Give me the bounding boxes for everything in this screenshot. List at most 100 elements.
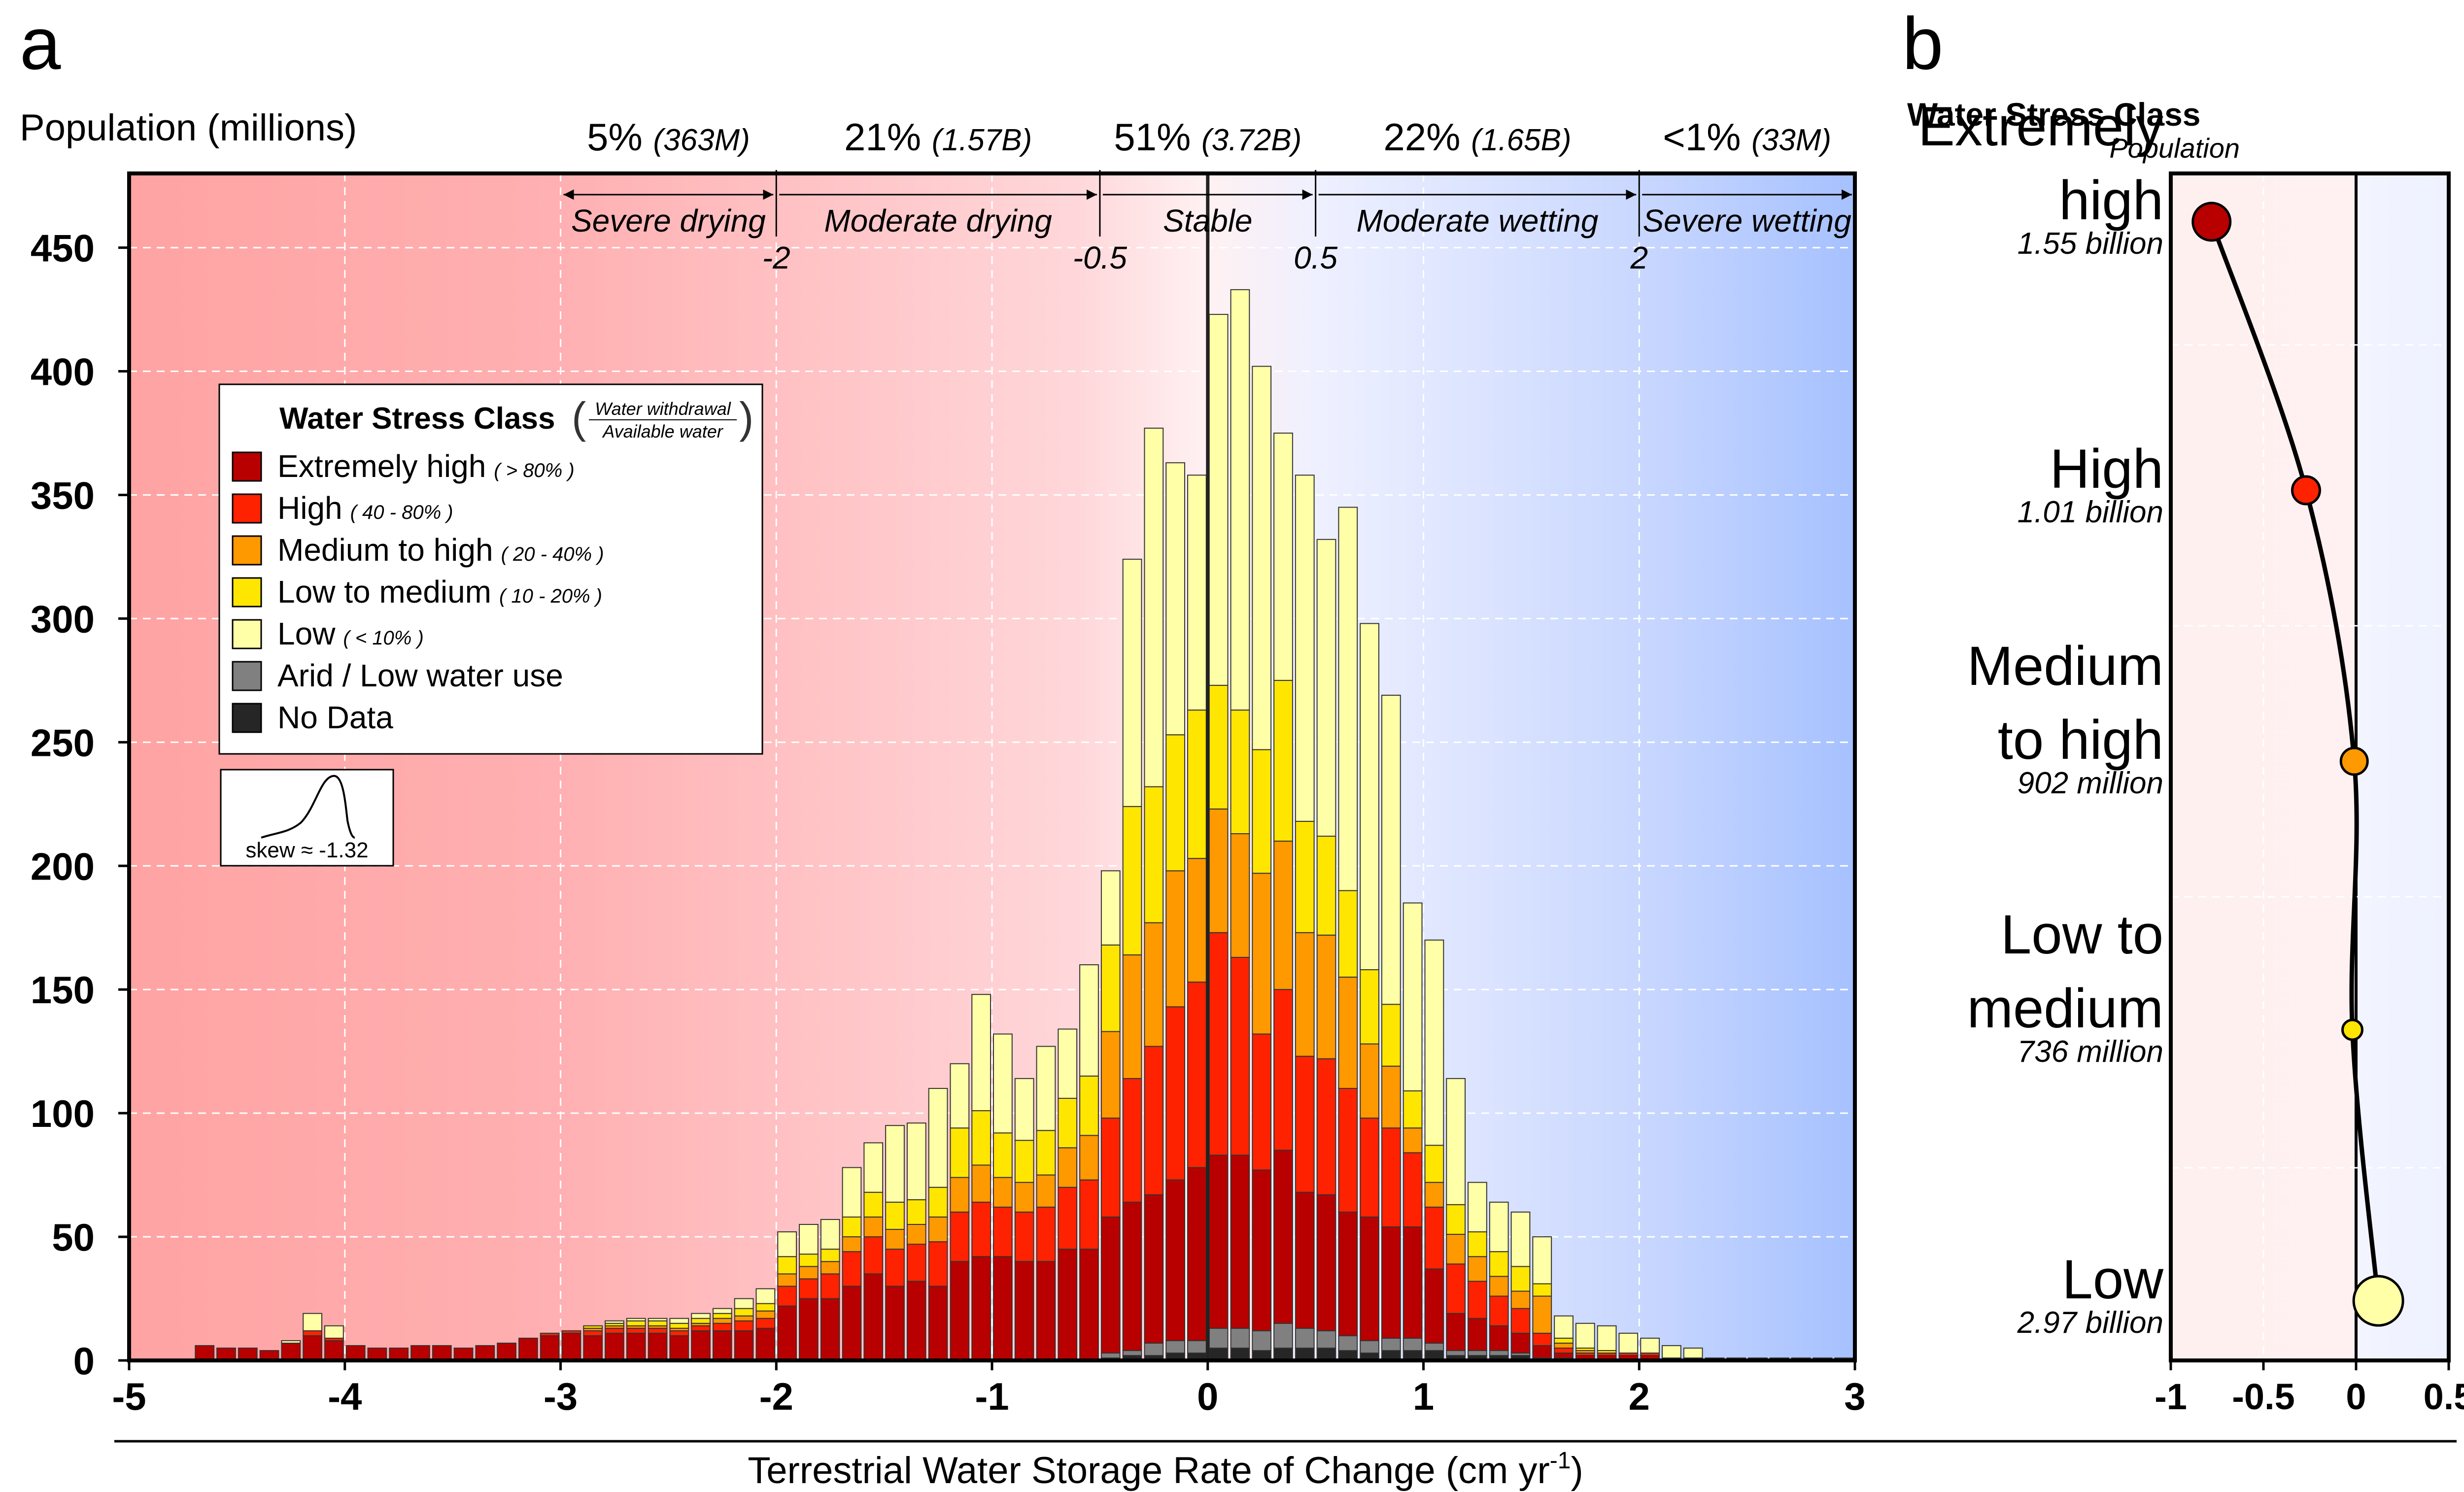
legend-item-label: Extremely high ( > 80% )	[277, 448, 575, 484]
bar-segment-extremely-high	[799, 1298, 819, 1361]
bar-segment-medium-to-high	[1144, 922, 1164, 1047]
bar-segment-extremely-high	[281, 1342, 301, 1361]
bar-segment-extremely-high	[842, 1286, 862, 1361]
bar-segment-extremely-high	[1295, 1191, 1315, 1329]
category-label: Stable	[1163, 203, 1252, 238]
bar-segment-low-to-medium	[1468, 1231, 1487, 1257]
bar-segment-high	[777, 1286, 797, 1307]
bar-segment-low-to-medium	[1295, 820, 1315, 933]
legend-item-name: Arid / Low water use	[277, 658, 563, 693]
bar-segment-extremely-high	[1360, 1216, 1379, 1341]
bar-segment-extremely-high	[195, 1345, 215, 1361]
bar-segment-extremely-high	[950, 1261, 970, 1361]
bar-segment-extremely-high	[1036, 1261, 1056, 1361]
bar-segment-high	[712, 1322, 732, 1331]
legend-item-label: Low ( < 10% )	[277, 616, 424, 651]
category-label: Moderate drying	[824, 203, 1052, 238]
bar-segment-arid-low-water-use	[1338, 1335, 1358, 1351]
category-share: 5% (363M)	[587, 115, 750, 159]
bar-segment-arid-low-water-use	[1446, 1350, 1466, 1356]
bar-segment-high	[1230, 956, 1250, 1156]
bar-segment-high	[648, 1327, 668, 1334]
bar-segment-low-to-medium	[1489, 1251, 1509, 1277]
bar-segment-medium-to-high	[928, 1216, 948, 1243]
class-label: Extremely	[1918, 96, 2163, 157]
bar-segment-extremely-high	[1424, 1268, 1444, 1344]
bar-segment-high	[1510, 1308, 1531, 1334]
class-label: to high	[1998, 709, 2163, 771]
class-population: 2.97 billion	[2017, 1306, 2163, 1340]
bar-segment-low-to-medium	[1403, 1090, 1423, 1129]
bar-segment-high	[906, 1244, 926, 1282]
bar-segment-extremely-high	[712, 1330, 732, 1361]
bar-segment-low	[1597, 1325, 1617, 1351]
y-tick-label: 200	[31, 845, 95, 888]
bar-segment-low-to-medium	[842, 1216, 862, 1238]
bar-segment-low-to-medium	[799, 1254, 819, 1267]
bar-segment-high	[820, 1273, 840, 1299]
bar-segment-extremely-high	[1079, 1249, 1099, 1361]
bar-segment-medium-to-high	[1338, 977, 1358, 1089]
bar-segment-medium-to-high	[863, 1216, 884, 1238]
bar-segment-extremely-high	[1510, 1332, 1531, 1354]
panel-label-a: a	[20, 2, 61, 85]
y-tick-label: 350	[31, 474, 95, 517]
bar-segment-low	[1252, 366, 1272, 750]
bar-segment-extremely-high	[971, 1256, 991, 1361]
legend-title: Water Stress Class	[279, 402, 555, 436]
bar-segment-low	[1360, 623, 1379, 971]
bar-segment-low	[1036, 1046, 1056, 1131]
bar-segment-high	[1144, 1046, 1164, 1195]
bar-segment-high	[842, 1251, 862, 1287]
bar-segment-high	[928, 1241, 948, 1287]
bar-segment-medium-to-high	[712, 1318, 732, 1324]
class-population: 902 million	[2018, 766, 2163, 800]
category-share-value: 51%	[1114, 115, 1201, 159]
bar-segment-extremely-high	[734, 1330, 754, 1361]
bar-segment-extremely-high	[777, 1305, 797, 1361]
bar-segment-high	[1403, 1152, 1423, 1227]
bar-segment-high	[755, 1318, 776, 1329]
category-annotations: 5% (363M) Severe drying 21% (1.57B) Moderat…	[563, 115, 1852, 275]
bar-segment-low	[1230, 289, 1250, 711]
bar-segment-high	[1208, 932, 1229, 1156]
x-ticks-b: -1 -0.5 0 0.5	[2155, 1360, 2464, 1417]
bar-segment-low	[863, 1142, 884, 1193]
bar-segment-extremely-high	[1532, 1345, 1552, 1358]
bar-segment-high	[993, 1206, 1013, 1257]
y-tick-label: 0	[73, 1339, 95, 1383]
x-tick-label: 3	[1844, 1375, 1865, 1418]
bar-segment-high	[1100, 1118, 1121, 1218]
legend-item-label: Arid / Low water use	[277, 658, 563, 693]
bar-segment-arid-low-water-use	[1187, 1340, 1207, 1354]
bar-segment-medium-to-high	[950, 1177, 970, 1213]
bar-segment-high	[1424, 1206, 1444, 1270]
category-share-value: 5%	[587, 115, 653, 159]
bar-segment-extremely-high	[669, 1335, 689, 1361]
legend-item-range: ( < 10% )	[343, 627, 423, 649]
bar-segment-extremely-high	[583, 1335, 603, 1361]
bar-segment-arid-low-water-use	[1360, 1340, 1379, 1354]
bar-segment-medium-to-high	[1403, 1127, 1423, 1153]
bar-segment-low-to-medium	[1338, 890, 1358, 978]
bar-segment-low	[1316, 539, 1336, 837]
class-point	[2341, 1018, 2363, 1041]
bar-segment-medium-to-high	[1122, 954, 1142, 1079]
bar-segment-high	[885, 1249, 905, 1287]
bar-segment-low-to-medium	[1316, 836, 1336, 936]
bar-segment-low	[669, 1318, 689, 1324]
panel-label-b: b	[1902, 2, 1943, 85]
bar-segment-extremely-high	[324, 1340, 344, 1361]
bar-segment-low-to-medium	[1208, 684, 1229, 810]
bar-segment-medium-to-high	[734, 1315, 754, 1322]
bar-segment-low	[799, 1223, 819, 1255]
bar-segment-low-to-medium	[712, 1313, 732, 1319]
bar-segment-arid-low-water-use	[1230, 1327, 1250, 1349]
bar-segment-low	[691, 1313, 711, 1319]
class-population: 1.01 billion	[2018, 495, 2163, 529]
bar-segment-medium-to-high	[799, 1266, 819, 1280]
bar-segment-arid-low-water-use	[1316, 1330, 1336, 1349]
legend-item-label: Low to medium ( 10 - 20% )	[277, 574, 602, 610]
legend-item-name: No Data	[277, 700, 393, 735]
